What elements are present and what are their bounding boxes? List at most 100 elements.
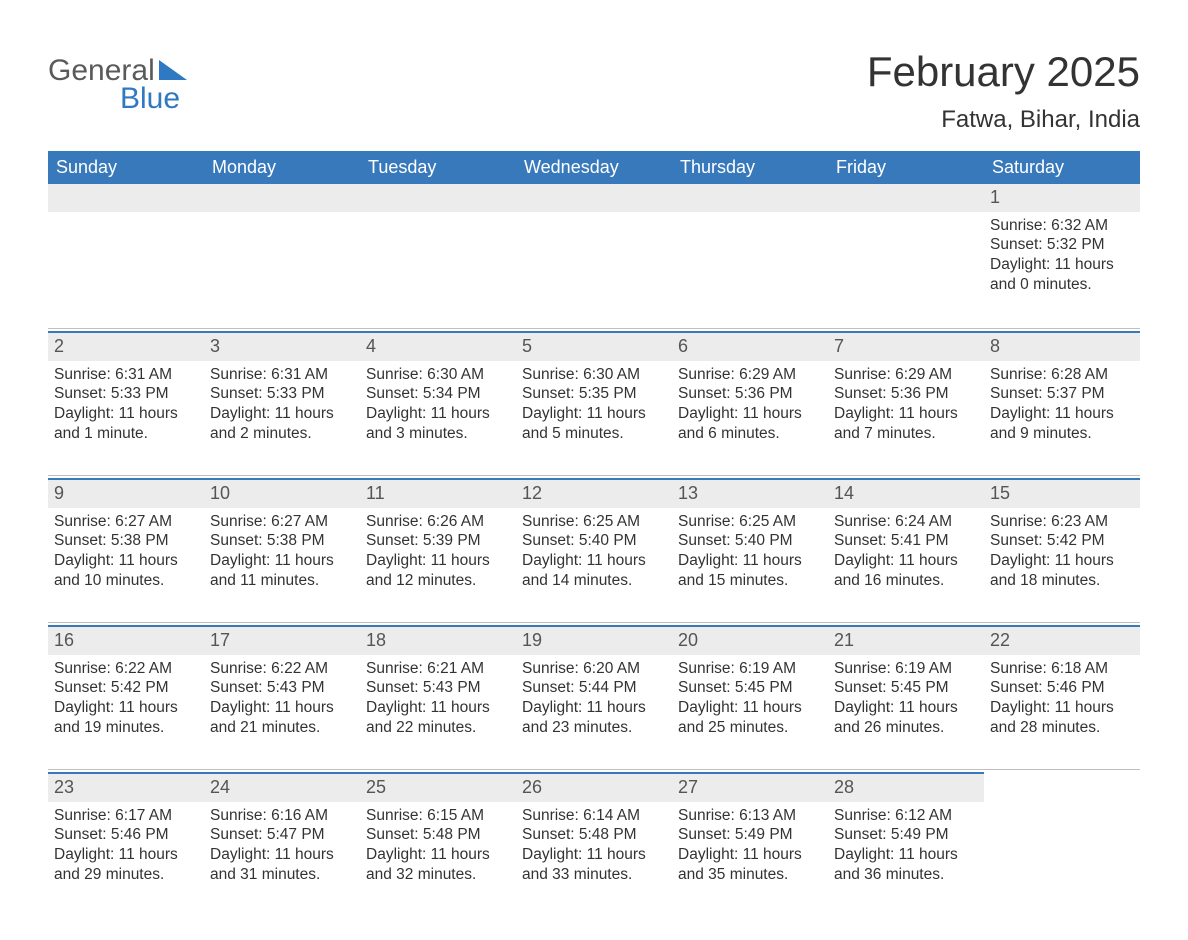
day-number: 22 (984, 625, 1140, 655)
day-number: 12 (516, 478, 672, 508)
sunrise-label: Sunrise: 6:29 AM (678, 365, 822, 385)
daylight-label: Daylight: 11 hours and 14 minutes. (522, 551, 666, 591)
day-number: 21 (828, 625, 984, 655)
sunset-label: Sunset: 5:33 PM (210, 384, 354, 404)
day-cell: 19Sunrise: 6:20 AMSunset: 5:44 PMDayligh… (516, 625, 672, 753)
day-body: Sunrise: 6:14 AMSunset: 5:48 PMDaylight:… (516, 802, 672, 895)
day-cell: 5Sunrise: 6:30 AMSunset: 5:35 PMDaylight… (516, 331, 672, 459)
week-divider (48, 769, 1140, 770)
day-cell (672, 184, 828, 312)
day-number: 28 (828, 772, 984, 802)
day-cell: 7Sunrise: 6:29 AMSunset: 5:36 PMDaylight… (828, 331, 984, 459)
daylight-label: Daylight: 11 hours and 18 minutes. (990, 551, 1134, 591)
day-number: 14 (828, 478, 984, 508)
day-cell (204, 184, 360, 312)
day-body: Sunrise: 6:30 AMSunset: 5:35 PMDaylight:… (516, 361, 672, 454)
sunset-label: Sunset: 5:39 PM (366, 531, 510, 551)
week-divider (48, 328, 1140, 329)
daylight-label: Daylight: 11 hours and 7 minutes. (834, 404, 978, 444)
sunrise-label: Sunrise: 6:12 AM (834, 806, 978, 826)
day-body: Sunrise: 6:28 AMSunset: 5:37 PMDaylight:… (984, 361, 1140, 454)
day-cell (360, 184, 516, 312)
sunset-label: Sunset: 5:49 PM (834, 825, 978, 845)
day-body: Sunrise: 6:30 AMSunset: 5:34 PMDaylight:… (360, 361, 516, 454)
daylight-label: Daylight: 11 hours and 25 minutes. (678, 698, 822, 738)
sunrise-label: Sunrise: 6:15 AM (366, 806, 510, 826)
empty-day-bar (48, 184, 204, 212)
day-cell: 10Sunrise: 6:27 AMSunset: 5:38 PMDayligh… (204, 478, 360, 606)
day-number: 2 (48, 331, 204, 361)
weeks-container: 1Sunrise: 6:32 AMSunset: 5:32 PMDaylight… (48, 184, 1140, 900)
daylight-label: Daylight: 11 hours and 33 minutes. (522, 845, 666, 885)
daylight-label: Daylight: 11 hours and 26 minutes. (834, 698, 978, 738)
sunrise-label: Sunrise: 6:25 AM (678, 512, 822, 532)
sunrise-label: Sunrise: 6:30 AM (522, 365, 666, 385)
day-cell (828, 184, 984, 312)
sunset-label: Sunset: 5:32 PM (990, 235, 1134, 255)
daylight-label: Daylight: 11 hours and 29 minutes. (54, 845, 198, 885)
day-body: Sunrise: 6:18 AMSunset: 5:46 PMDaylight:… (984, 655, 1140, 748)
day-body: Sunrise: 6:16 AMSunset: 5:47 PMDaylight:… (204, 802, 360, 895)
day-cell: 18Sunrise: 6:21 AMSunset: 5:43 PMDayligh… (360, 625, 516, 753)
daylight-label: Daylight: 11 hours and 32 minutes. (366, 845, 510, 885)
daylight-label: Daylight: 11 hours and 1 minute. (54, 404, 198, 444)
sunrise-label: Sunrise: 6:13 AM (678, 806, 822, 826)
day-body: Sunrise: 6:29 AMSunset: 5:36 PMDaylight:… (828, 361, 984, 454)
sunset-label: Sunset: 5:42 PM (990, 531, 1134, 551)
sunset-label: Sunset: 5:41 PM (834, 531, 978, 551)
daylight-label: Daylight: 11 hours and 3 minutes. (366, 404, 510, 444)
sunrise-label: Sunrise: 6:24 AM (834, 512, 978, 532)
sunrise-label: Sunrise: 6:27 AM (54, 512, 198, 532)
day-cell: 6Sunrise: 6:29 AMSunset: 5:36 PMDaylight… (672, 331, 828, 459)
day-cell: 15Sunrise: 6:23 AMSunset: 5:42 PMDayligh… (984, 478, 1140, 606)
day-number: 25 (360, 772, 516, 802)
day-number: 8 (984, 331, 1140, 361)
day-body: Sunrise: 6:31 AMSunset: 5:33 PMDaylight:… (204, 361, 360, 454)
daylight-label: Daylight: 11 hours and 19 minutes. (54, 698, 198, 738)
empty-day-bar (672, 184, 828, 212)
day-body: Sunrise: 6:23 AMSunset: 5:42 PMDaylight:… (984, 508, 1140, 601)
sunset-label: Sunset: 5:40 PM (522, 531, 666, 551)
daylight-label: Daylight: 11 hours and 2 minutes. (210, 404, 354, 444)
day-cell: 20Sunrise: 6:19 AMSunset: 5:45 PMDayligh… (672, 625, 828, 753)
day-cell: 27Sunrise: 6:13 AMSunset: 5:49 PMDayligh… (672, 772, 828, 900)
calendar-grid: Sunday Monday Tuesday Wednesday Thursday… (48, 151, 1140, 900)
day-number: 9 (48, 478, 204, 508)
sunset-label: Sunset: 5:43 PM (366, 678, 510, 698)
header: General Blue February 2025 Fatwa, Bihar,… (48, 48, 1140, 143)
day-number: 5 (516, 331, 672, 361)
day-body: Sunrise: 6:24 AMSunset: 5:41 PMDaylight:… (828, 508, 984, 601)
day-body: Sunrise: 6:25 AMSunset: 5:40 PMDaylight:… (672, 508, 828, 601)
weekday-header: Monday (204, 151, 360, 184)
sunrise-label: Sunrise: 6:32 AM (990, 216, 1134, 236)
day-cell: 4Sunrise: 6:30 AMSunset: 5:34 PMDaylight… (360, 331, 516, 459)
sunset-label: Sunset: 5:36 PM (678, 384, 822, 404)
day-cell: 2Sunrise: 6:31 AMSunset: 5:33 PMDaylight… (48, 331, 204, 459)
daylight-label: Daylight: 11 hours and 22 minutes. (366, 698, 510, 738)
daylight-label: Daylight: 11 hours and 23 minutes. (522, 698, 666, 738)
daylight-label: Daylight: 11 hours and 15 minutes. (678, 551, 822, 591)
day-cell: 13Sunrise: 6:25 AMSunset: 5:40 PMDayligh… (672, 478, 828, 606)
day-number: 7 (828, 331, 984, 361)
daylight-label: Daylight: 11 hours and 12 minutes. (366, 551, 510, 591)
daylight-label: Daylight: 11 hours and 11 minutes. (210, 551, 354, 591)
day-cell: 3Sunrise: 6:31 AMSunset: 5:33 PMDaylight… (204, 331, 360, 459)
sunset-label: Sunset: 5:38 PM (54, 531, 198, 551)
sunrise-label: Sunrise: 6:31 AM (210, 365, 354, 385)
day-body: Sunrise: 6:21 AMSunset: 5:43 PMDaylight:… (360, 655, 516, 748)
day-body: Sunrise: 6:25 AMSunset: 5:40 PMDaylight:… (516, 508, 672, 601)
sunrise-label: Sunrise: 6:19 AM (678, 659, 822, 679)
sunset-label: Sunset: 5:35 PM (522, 384, 666, 404)
sunset-label: Sunset: 5:43 PM (210, 678, 354, 698)
sunset-label: Sunset: 5:46 PM (990, 678, 1134, 698)
sunset-label: Sunset: 5:49 PM (678, 825, 822, 845)
daylight-label: Daylight: 11 hours and 36 minutes. (834, 845, 978, 885)
sunset-label: Sunset: 5:37 PM (990, 384, 1134, 404)
sunset-label: Sunset: 5:44 PM (522, 678, 666, 698)
sunset-label: Sunset: 5:36 PM (834, 384, 978, 404)
day-number: 26 (516, 772, 672, 802)
day-cell: 17Sunrise: 6:22 AMSunset: 5:43 PMDayligh… (204, 625, 360, 753)
day-cell: 24Sunrise: 6:16 AMSunset: 5:47 PMDayligh… (204, 772, 360, 900)
day-body: Sunrise: 6:27 AMSunset: 5:38 PMDaylight:… (48, 508, 204, 601)
sunrise-label: Sunrise: 6:23 AM (990, 512, 1134, 532)
